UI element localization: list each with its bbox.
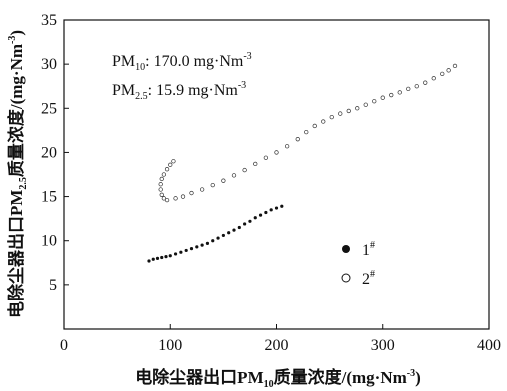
data-point-series-1 — [211, 239, 215, 243]
data-point-series-2 — [380, 95, 385, 100]
data-point-series-1 — [280, 204, 284, 208]
plot-area — [63, 19, 490, 330]
data-point-series-2 — [406, 86, 411, 92]
x-tick-label: 0 — [60, 337, 68, 354]
data-point-series-1 — [237, 225, 241, 230]
data-point-series-1 — [243, 222, 247, 226]
legend-marker-2 — [341, 273, 351, 283]
data-points — [147, 63, 458, 263]
data-point-series-2 — [168, 162, 173, 167]
data-point-series-1 — [248, 219, 252, 223]
data-point-series-1 — [179, 250, 183, 254]
x-tick-label: 200 — [265, 337, 289, 354]
data-point-series-2 — [199, 187, 205, 192]
x-tick-label: 300 — [371, 337, 395, 354]
data-point-series-2 — [164, 197, 170, 203]
data-point-series-2 — [312, 123, 317, 129]
data-point-series-1 — [160, 255, 164, 260]
data-point-series-2 — [180, 194, 186, 199]
data-point-series-2 — [161, 172, 167, 177]
data-point-series-2 — [231, 173, 237, 178]
data-point-series-2 — [158, 187, 163, 192]
data-point-series-1 — [168, 254, 172, 258]
data-point-series-2 — [397, 90, 402, 95]
data-point-series-2 — [372, 99, 377, 104]
data-point-series-2 — [159, 192, 164, 197]
data-point-series-1 — [173, 252, 178, 256]
data-point-series-2 — [304, 129, 309, 135]
y-tick-label: 35 — [41, 12, 57, 29]
x-tick-label: 400 — [477, 337, 501, 354]
data-point-series-2 — [295, 137, 300, 142]
data-point-series-2 — [253, 161, 258, 167]
legend-label-1: 1# — [362, 240, 375, 259]
data-point-series-2 — [414, 84, 419, 89]
data-point-series-2 — [242, 167, 247, 173]
data-point-series-2 — [446, 68, 451, 73]
y-tick-label: 20 — [41, 144, 57, 161]
data-point-series-2 — [363, 102, 368, 107]
y-tick-label: 15 — [41, 189, 57, 206]
data-point-series-2 — [158, 182, 163, 187]
data-point-series-1 — [258, 213, 263, 217]
data-point-series-1 — [184, 248, 188, 253]
data-point-series-2 — [284, 144, 290, 149]
data-point-series-2 — [221, 178, 226, 183]
data-point-series-1 — [227, 231, 231, 235]
legend-marker-1 — [342, 245, 350, 253]
data-point-series-2 — [431, 76, 436, 81]
data-point-series-1 — [216, 236, 220, 240]
data-point-series-1 — [269, 208, 273, 212]
data-point-series-2 — [189, 190, 194, 196]
y-axis-title: 电除尘器出口PM2.5质量浓度/(mg·Nm-3) — [6, 30, 29, 318]
data-point-series-2 — [355, 106, 360, 111]
data-point-series-2 — [210, 182, 215, 188]
data-point-series-1 — [195, 245, 199, 249]
data-point-series-1 — [274, 206, 279, 210]
data-point-series-2 — [321, 119, 326, 124]
y-tick-label: 10 — [41, 233, 57, 250]
axis-ticks: 0 100 200 300 400 5 10 15 20 25 30 35 — [41, 12, 501, 354]
y-tick-label: 5 — [49, 277, 57, 294]
data-point-series-2 — [274, 150, 279, 155]
data-point-series-1 — [221, 233, 225, 238]
data-point-series-2 — [329, 114, 334, 120]
data-point-series-1 — [151, 257, 155, 261]
data-point-series-1 — [200, 243, 204, 247]
data-point-series-1 — [147, 259, 151, 263]
legend-label-2: 2# — [362, 269, 375, 288]
y-tick-label: 25 — [41, 100, 57, 117]
data-point-series-2 — [161, 196, 167, 201]
annotation-pm10: PM10: 170.0 mg·Nm-3 — [112, 51, 252, 73]
data-point-series-1 — [189, 247, 194, 251]
x-axis-title: 电除尘器出口PM10质量浓度/(mg·Nm-3) — [135, 367, 421, 390]
y-tick-label: 30 — [41, 56, 57, 73]
data-point-series-1 — [155, 256, 160, 260]
data-point-series-2 — [263, 155, 269, 160]
data-point-series-2 — [338, 111, 343, 116]
data-point-series-2 — [452, 63, 458, 69]
data-point-series-2 — [159, 176, 164, 182]
data-point-series-2 — [346, 108, 351, 114]
data-point-series-2 — [389, 92, 394, 98]
data-point-series-1 — [264, 210, 268, 215]
data-point-series-2 — [164, 167, 170, 172]
data-point-series-1 — [164, 255, 168, 259]
legend: 1# 2# — [341, 240, 375, 288]
data-point-series-1 — [253, 216, 257, 220]
data-point-series-2 — [171, 159, 176, 164]
data-point-series-2 — [173, 196, 178, 201]
data-point-series-1 — [205, 241, 210, 245]
annotation-pm25: PM2.5: 15.9 mg·Nm-3 — [112, 80, 246, 102]
data-point-series-2 — [423, 80, 428, 85]
data-point-series-1 — [232, 228, 236, 232]
data-point-series-2 — [440, 71, 445, 77]
x-tick-label: 100 — [158, 337, 182, 354]
